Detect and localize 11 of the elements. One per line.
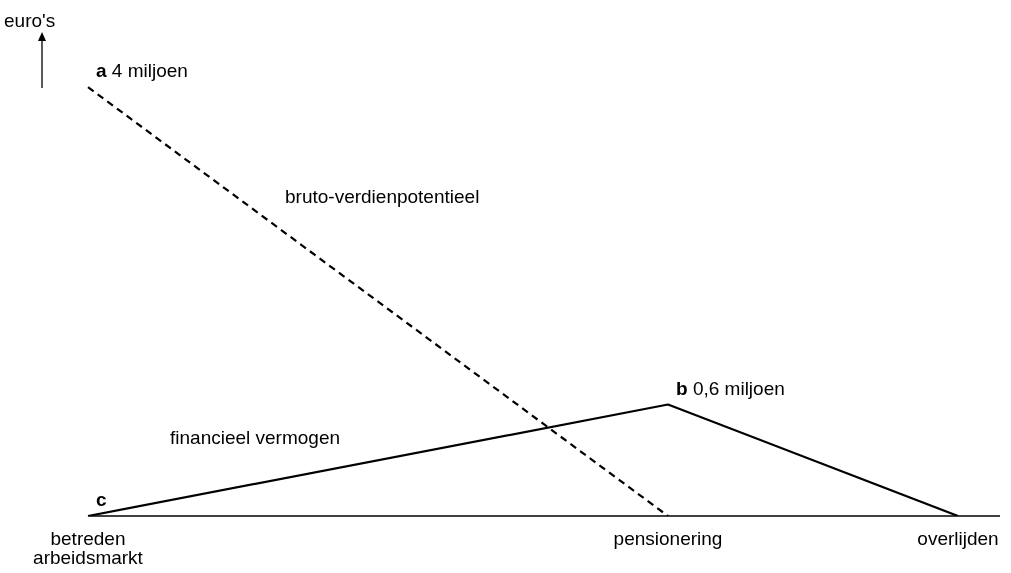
annotation: 4 miljoen [106,60,188,82]
x-tick-label: pensionering [613,528,723,550]
annotation: a [96,60,107,82]
x-tick-label: overlijden [917,528,999,550]
y-axis-title: euro's [4,10,56,32]
annotation: c [96,489,107,510]
x-tick-label: betreden arbeidsmarkt [33,528,144,569]
series-label: financieel vermogen [170,427,341,448]
annotation: b [676,377,688,399]
series-label: bruto-verdienpotentieel [285,186,480,208]
annotation: 0,6 miljoen [687,377,785,399]
